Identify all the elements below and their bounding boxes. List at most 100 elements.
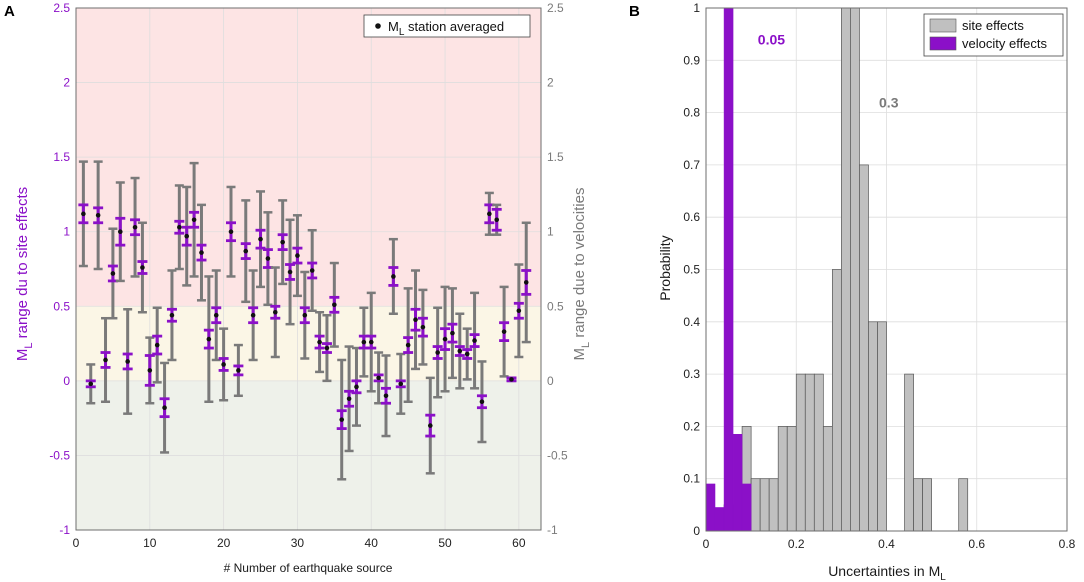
b-site-bar-12 xyxy=(841,7,851,532)
b-site-bar-16 xyxy=(877,321,887,532)
a-point-2 xyxy=(95,213,101,218)
b-xtick-3: 0.6 xyxy=(968,537,985,551)
a-point-34 xyxy=(332,302,337,308)
a-point-32 xyxy=(317,339,322,345)
panel-a-chart: A -1-0.500.511.522.5 -1-0.500.511.522.5 … xyxy=(4,1,592,575)
a-xtick-3: 30 xyxy=(291,536,305,550)
b-velocity-bar-3 xyxy=(732,433,743,532)
panel-label-b: B xyxy=(629,3,640,20)
a-right-y-label-main: M xyxy=(571,348,588,361)
b-site-bar-15 xyxy=(868,321,878,532)
b-histogram-bars xyxy=(705,7,969,532)
a-point-57 xyxy=(501,329,507,334)
a-x-axis-label: # Number of earthquake source xyxy=(224,561,393,575)
a-point-55 xyxy=(487,211,492,217)
a-point-45 xyxy=(413,317,418,323)
a-point-35 xyxy=(339,417,345,422)
a-xtick-1: 10 xyxy=(143,536,157,550)
a-point-58 xyxy=(509,377,514,382)
a-ytick-right-6: 2 xyxy=(547,76,554,90)
b-x-axis-label: Uncertainties in ML xyxy=(828,563,946,582)
a-ytick-right-4: 1 xyxy=(547,225,554,239)
b-ytick-5: 0.5 xyxy=(683,263,700,277)
a-band-1 xyxy=(76,306,541,381)
a-ytick-left-5: 1.5 xyxy=(53,150,70,164)
a-point-38 xyxy=(361,339,367,345)
a-point-37 xyxy=(354,384,359,390)
a-point-41 xyxy=(383,393,389,399)
a-point-52 xyxy=(464,351,470,357)
a-ytick-right-2: 0 xyxy=(547,374,554,388)
b-annotation-0: 0.05 xyxy=(758,32,785,48)
a-point-27 xyxy=(280,239,285,245)
a-point-33 xyxy=(324,345,330,351)
a-point-16 xyxy=(199,250,204,255)
a-point-39 xyxy=(368,339,374,345)
b-velocity-bar-2 xyxy=(723,7,734,532)
a-point-22 xyxy=(243,248,249,254)
a-left-y-label-main: M xyxy=(14,349,31,362)
a-point-11 xyxy=(162,405,167,411)
a-point-30 xyxy=(302,312,308,318)
b-ytick-3: 0.3 xyxy=(683,367,700,381)
a-ytick-left-4: 1 xyxy=(63,225,70,239)
b-site-bar-10 xyxy=(822,426,833,532)
a-point-19 xyxy=(221,362,226,367)
a-point-6 xyxy=(125,359,130,364)
b-site-bar-3 xyxy=(759,478,770,532)
a-point-24 xyxy=(258,236,263,242)
b-y-axis-label: Probability xyxy=(657,235,673,300)
a-ytick-left-1: -0.5 xyxy=(49,448,70,462)
b-velocity-bar-4 xyxy=(741,483,752,532)
a-point-29 xyxy=(295,253,300,258)
a-ytick-right-5: 1.5 xyxy=(547,150,564,164)
b-legend-swatch-site xyxy=(929,18,957,33)
a-point-44 xyxy=(405,342,411,348)
b-ytick-9: 0.9 xyxy=(683,53,700,67)
b-site-bar-4 xyxy=(768,478,779,532)
a-point-59 xyxy=(516,308,522,314)
b-velocity-bar-1 xyxy=(714,507,725,532)
b-site-bar-19 xyxy=(922,478,932,532)
a-point-0 xyxy=(81,211,86,217)
b-site-bar-7 xyxy=(795,373,806,532)
b-legend-swatch-velocity xyxy=(929,36,957,51)
a-point-20 xyxy=(228,229,234,235)
b-site-bar-20 xyxy=(958,478,969,532)
a-ytick-right-7: 2.5 xyxy=(547,1,564,15)
panel-b-chart: B 00.10.20.30.40.50.60.70.80.91 0 0.2 0.4 0… xyxy=(629,1,1076,582)
a-point-8 xyxy=(140,265,145,270)
a-xtick-0: 0 xyxy=(73,536,80,550)
b-legend: site effects velocity effects xyxy=(923,13,1064,57)
b-site-bar-14 xyxy=(859,164,869,532)
b-site-bar-11 xyxy=(831,269,842,532)
b-ytick-2: 0.2 xyxy=(683,419,700,433)
a-right-y-tick-labels: -1 -0.5 0 0.5 1 1.5 2 2.5 xyxy=(547,1,568,537)
a-point-50 xyxy=(450,330,455,336)
a-point-23 xyxy=(250,312,256,318)
b-site-bar-6 xyxy=(786,426,797,532)
a-ytick-right-3: 0.5 xyxy=(547,299,564,313)
a-right-y-axis-label: ML range due to velocities xyxy=(571,188,592,361)
a-legend-box xyxy=(363,14,531,38)
b-ytick-0: 0 xyxy=(693,524,700,538)
a-right-y-label-sub: L xyxy=(580,342,592,348)
a-data-points xyxy=(81,211,529,428)
a-point-48 xyxy=(435,350,440,355)
a-legend-label-main: M xyxy=(388,19,399,34)
b-legend-label-velocity: velocity effects xyxy=(962,36,1048,51)
a-point-17 xyxy=(206,336,212,342)
a-ytick-left-7: 2.5 xyxy=(53,1,70,15)
a-point-26 xyxy=(272,309,278,315)
a-point-46 xyxy=(420,324,426,330)
a-point-47 xyxy=(427,423,433,428)
b-xtick-0: 0 xyxy=(703,537,710,551)
a-point-1 xyxy=(88,381,94,387)
b-site-bar-8 xyxy=(804,373,815,532)
a-left-y-axis-label: ML range du to site effects xyxy=(14,187,35,361)
a-legend-label: ML station averaged xyxy=(388,19,504,38)
b-ytick-4: 0.4 xyxy=(683,315,700,329)
a-legend-label-sub: L xyxy=(399,27,405,38)
a-point-25 xyxy=(265,256,271,261)
